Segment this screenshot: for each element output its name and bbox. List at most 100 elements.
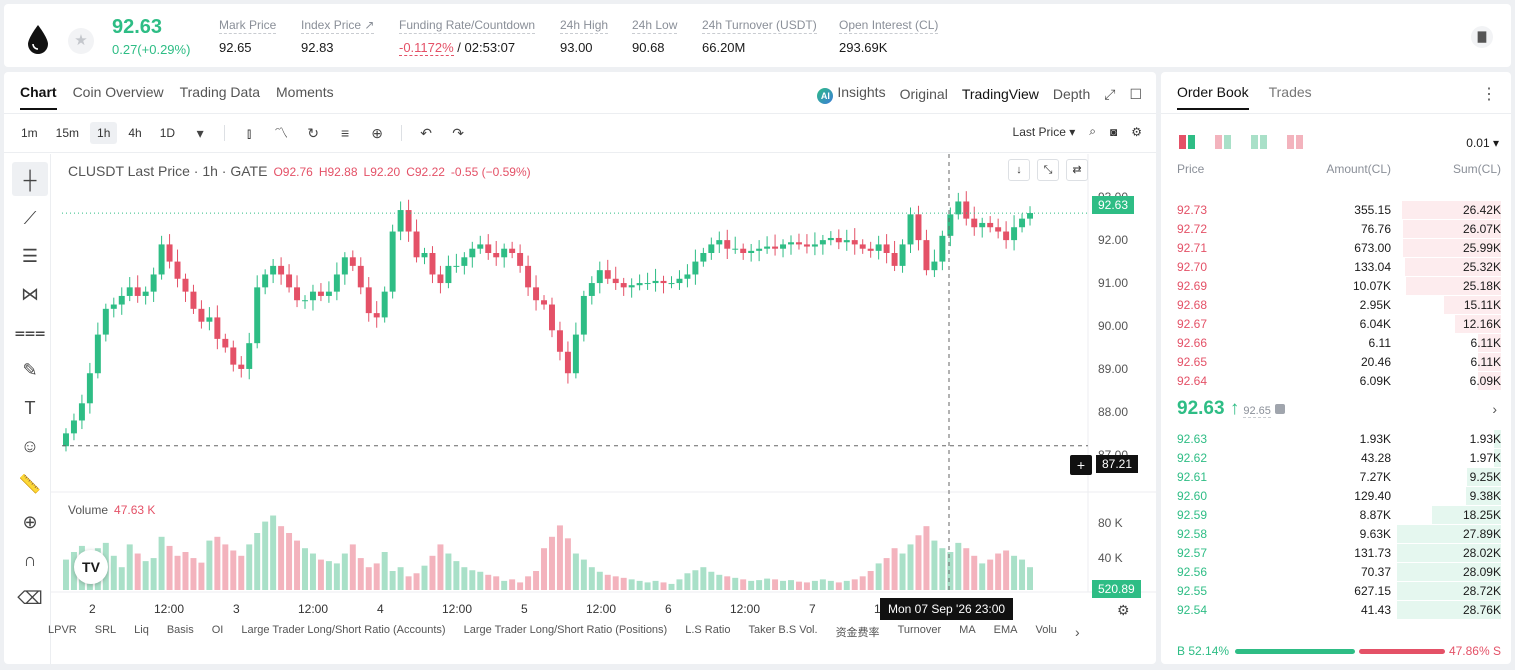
bid-row[interactable]: 92.62 43.28 1.97K — [1161, 448, 1511, 467]
magnet-tool-icon[interactable]: ∩ — [23, 550, 37, 570]
bid-row[interactable]: 92.55 627.15 28.72K — [1161, 581, 1511, 600]
bid-row[interactable]: 92.63 1.93K 1.93K — [1161, 429, 1511, 448]
undo-icon[interactable]: ↶ — [420, 124, 432, 141]
candle-body — [126, 287, 133, 296]
gear-icon[interactable]: ⚙ — [1131, 124, 1142, 139]
indicators-icon[interactable]: 〽 — [274, 125, 289, 141]
ask-row[interactable]: 92.64 6.09K 6.09K — [1161, 371, 1511, 390]
view-bids-icon[interactable] — [1215, 135, 1231, 149]
indicator-7[interactable]: L.S Ratio — [685, 624, 731, 636]
ask-row[interactable]: 92.71 673.00 25.99K — [1161, 238, 1511, 257]
horizontal-lines-tool-icon[interactable]: ☰ — [21, 246, 39, 266]
tab-moments[interactable]: Moments — [276, 84, 334, 100]
price-type-select[interactable]: Last Price ▾ — [1012, 124, 1076, 139]
ask-row[interactable]: 92.73 355.15 26.42K — [1161, 200, 1511, 219]
bid-row[interactable]: 92.56 70.37 28.09K — [1161, 562, 1511, 581]
chevron-right-icon[interactable]: › — [1492, 401, 1497, 417]
ask-row[interactable]: 92.70 133.04 25.32K — [1161, 257, 1511, 276]
view-sells-icon[interactable] — [1287, 135, 1303, 149]
indicator-10[interactable]: Turnover — [897, 624, 942, 636]
settings-toggle-icon[interactable]: ⇄ — [1066, 159, 1088, 181]
text-tool-icon[interactable]: T — [24, 398, 36, 418]
redo-icon[interactable]: ↷ — [452, 124, 464, 141]
ask-row[interactable]: 92.66 6.11 6.11K — [1161, 333, 1511, 352]
bid-row[interactable]: 92.57 131.73 28.02K — [1161, 543, 1511, 562]
add-alert-icon[interactable]: ⊕ — [371, 124, 383, 141]
candle-body — [692, 261, 699, 275]
candle-body — [278, 265, 285, 275]
volume-bar — [676, 579, 683, 590]
tab-order-book[interactable]: Order Book — [1177, 84, 1249, 110]
interval-1d[interactable]: 1D — [159, 126, 176, 140]
bid-row[interactable]: 92.58 9.63K 27.89K — [1161, 524, 1511, 543]
view-both-icon[interactable] — [1179, 135, 1195, 149]
view-depth[interactable]: Depth — [1052, 86, 1091, 102]
pattern-tool-icon[interactable]: ⋈ — [21, 284, 39, 304]
bid-row[interactable]: 92.59 8.87K 18.25K — [1161, 505, 1511, 524]
indicator-8[interactable]: Taker B.S Vol. — [748, 624, 818, 636]
tab-chart[interactable]: Chart — [20, 84, 57, 110]
more-menu-icon[interactable]: ⋮ — [1481, 86, 1497, 103]
book-icon[interactable]: ▇ — [1471, 26, 1493, 48]
indicator-6[interactable]: Large Trader Long/Short Ratio (Positions… — [463, 624, 668, 636]
chevron-down-icon[interactable]: ▾ — [196, 124, 204, 141]
expand-icon[interactable]: ⤢ — [1104, 85, 1116, 102]
indicator-9[interactable]: 资金费率 — [835, 627, 880, 639]
trend-line-tool-icon[interactable]: ⟋ — [23, 208, 37, 228]
interval-1h[interactable]: 1h — [90, 122, 118, 144]
ask-row[interactable]: 92.67 6.04K 12.16K — [1161, 314, 1511, 333]
window-icon[interactable]: ☐ — [1129, 85, 1142, 102]
arrow-down-icon[interactable]: ↓ — [1008, 159, 1030, 181]
stat-index-price[interactable]: Index Price ↗ 92.83 — [301, 18, 375, 55]
tab-trading-data[interactable]: Trading Data — [179, 84, 261, 100]
bid-row[interactable]: 92.54 41.43 28.76K — [1161, 600, 1511, 619]
bid-row[interactable]: 92.61 7.27K 9.25K — [1161, 467, 1511, 486]
indicator-13[interactable]: Volu — [1035, 624, 1057, 636]
camera-icon[interactable]: ◙ — [1109, 124, 1118, 139]
indicator-0[interactable]: LPVR — [48, 624, 77, 636]
fib-tool-icon[interactable]: ⩶ — [14, 322, 46, 342]
view-asks-icon[interactable] — [1251, 135, 1267, 149]
emoji-tool-icon[interactable]: ☺ — [20, 436, 40, 456]
indicator-11[interactable]: MA — [959, 624, 976, 636]
candle-type-icon[interactable]: ⫾ — [246, 124, 252, 141]
tick-size-select[interactable]: 0.01 ▾ — [1466, 136, 1499, 150]
indicator-2[interactable]: Liq — [134, 624, 149, 636]
ruler-tool-icon[interactable]: 📏 — [18, 474, 42, 494]
search-icon[interactable]: ⌕ — [1089, 124, 1096, 138]
tab-trades[interactable]: Trades — [1268, 84, 1312, 100]
indicator-3[interactable]: Basis — [166, 624, 194, 636]
indicator-12[interactable]: EMA — [993, 624, 1018, 636]
indicator-1[interactable]: SRL — [94, 624, 117, 636]
tab-coin-overview[interactable]: Coin Overview — [72, 84, 164, 100]
volume-bar — [174, 555, 181, 590]
collapse-icon[interactable]: ⤡ — [1037, 159, 1059, 181]
eraser-tool-icon[interactable]: ⌫ — [17, 588, 43, 608]
replay-icon[interactable]: ↻ — [307, 124, 319, 141]
insights-button[interactable]: AI Insights — [817, 84, 886, 104]
ask-row[interactable]: 92.69 10.07K 25.18K — [1161, 276, 1511, 295]
interval-15m[interactable]: 15m — [55, 126, 80, 140]
ask-row[interactable]: 92.72 76.76 26.07K — [1161, 219, 1511, 238]
view-tradingview[interactable]: TradingView — [961, 86, 1039, 102]
candle-body — [206, 317, 213, 322]
volume-bar — [604, 574, 611, 590]
ask-row[interactable]: 92.68 2.95K 15.11K — [1161, 295, 1511, 314]
favorite-star-icon[interactable]: ★ — [68, 28, 94, 54]
templates-icon[interactable]: ≡ — [340, 125, 350, 141]
view-original[interactable]: Original — [899, 86, 948, 102]
brush-tool-icon[interactable]: ✎ — [22, 360, 38, 380]
add-order-icon[interactable]: + — [1070, 455, 1092, 475]
indicator-5[interactable]: Large Trader Long/Short Ratio (Accounts) — [241, 624, 446, 636]
crosshair-tool-icon[interactable]: ┼ — [12, 162, 48, 196]
zoom-in-tool-icon[interactable]: ⊕ — [22, 512, 38, 532]
indicator-4[interactable]: OI — [211, 624, 224, 636]
chevron-right-icon[interactable]: › — [1074, 624, 1080, 640]
bid-row[interactable]: 92.60 129.40 9.38K — [1161, 486, 1511, 505]
candle-body — [461, 257, 468, 266]
interval-4h[interactable]: 4h — [128, 126, 142, 140]
interval-1m[interactable]: 1m — [21, 126, 38, 140]
ask-row[interactable]: 92.65 20.46 6.11K — [1161, 352, 1511, 371]
volume-bar — [549, 536, 555, 590]
